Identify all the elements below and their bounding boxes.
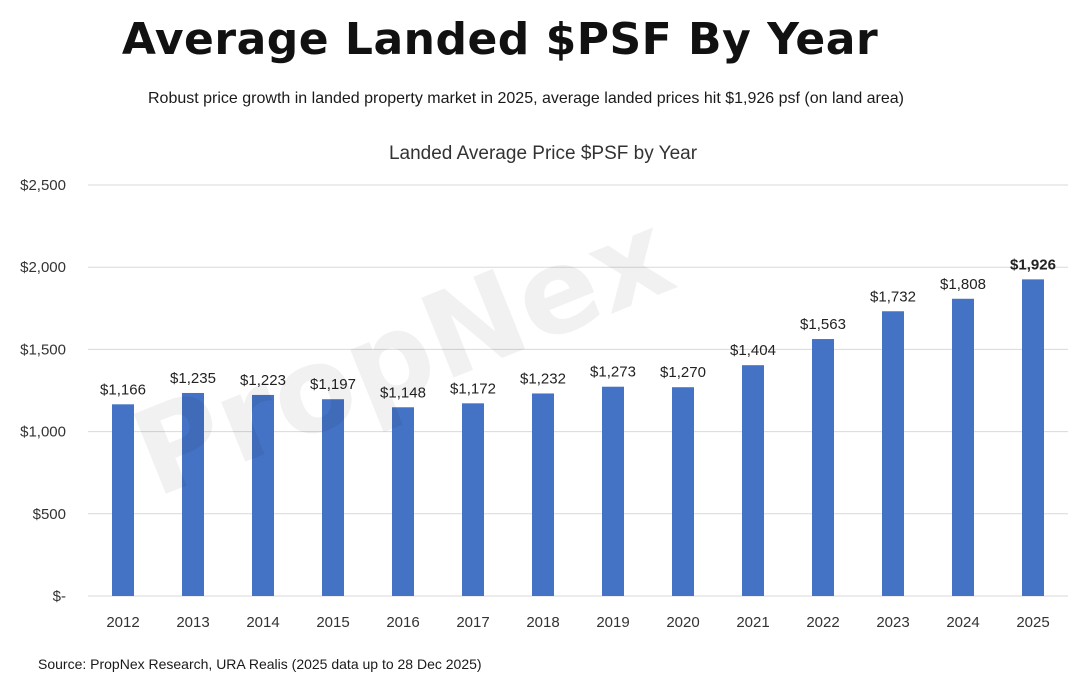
bar [182,392,204,596]
x-tick-label: 2017 [456,614,489,631]
x-tick-label: 2015 [316,614,349,631]
bar [112,404,134,596]
x-axis: 2012 2013 2014 2015 2016 2017 2018 2019 2020 2021… [106,614,1049,631]
bar [812,339,834,596]
data-label: $1,197 [310,376,356,393]
data-label: $1,926 [1010,256,1056,273]
bar [252,394,274,596]
y-tick-label: $- [53,588,66,605]
data-label: $1,732 [870,288,916,305]
data-label: $1,270 [660,364,706,381]
bar [462,403,484,596]
data-label: $1,235 [170,370,216,387]
bar [672,387,694,596]
x-tick-label: 2022 [806,614,839,631]
x-tick-label: 2016 [386,614,419,631]
y-tick-label: $2,500 [20,177,66,194]
data-label: $1,148 [380,384,426,401]
x-tick-label: 2021 [736,614,769,631]
chart-title: Landed Average Price $PSF by Year [389,143,698,164]
bar [322,399,344,596]
data-label: $1,808 [940,276,986,293]
bar [602,386,624,596]
data-label: $1,404 [730,342,776,359]
subtitle: Robust price growth in landed property m… [148,90,905,107]
x-tick-label: 2014 [246,614,279,631]
bars [112,279,1044,596]
gridlines [88,184,1068,597]
data-label: $1,563 [800,316,846,333]
x-tick-label: 2018 [526,614,559,631]
x-tick-label: 2024 [946,614,979,631]
x-tick-label: 2023 [876,614,909,631]
bar [392,407,414,596]
data-labels: $1,166 $1,235 $1,223 $1,197 $1,148 $1,172 $1,2… [100,256,1056,401]
bar [742,365,764,596]
y-axis: $- $500 $1,000 $1,500 $2,000 $2,500 [20,177,66,605]
y-tick-label: $1,500 [20,341,66,358]
data-label: $1,172 [450,380,496,397]
bar [1022,279,1044,596]
x-tick-label: 2012 [106,614,139,631]
bar [952,298,974,596]
data-label: $1,166 [100,381,146,398]
data-label: $1,273 [590,364,636,381]
source-note: Source: PropNex Research, URA Realis (20… [38,656,482,672]
y-tick-label: $500 [33,506,66,523]
y-tick-label: $2,000 [20,259,66,276]
data-label: $1,223 [240,372,286,389]
main-title: Average Landed $PSF By Year [121,14,879,65]
x-tick-label: 2020 [666,614,699,631]
y-tick-label: $1,000 [20,424,66,441]
x-tick-label: 2019 [596,614,629,631]
x-tick-label: 2025 [1016,614,1049,631]
x-tick-label: 2013 [176,614,209,631]
data-label: $1,232 [520,370,566,387]
bar [882,311,904,596]
bar [532,393,554,596]
